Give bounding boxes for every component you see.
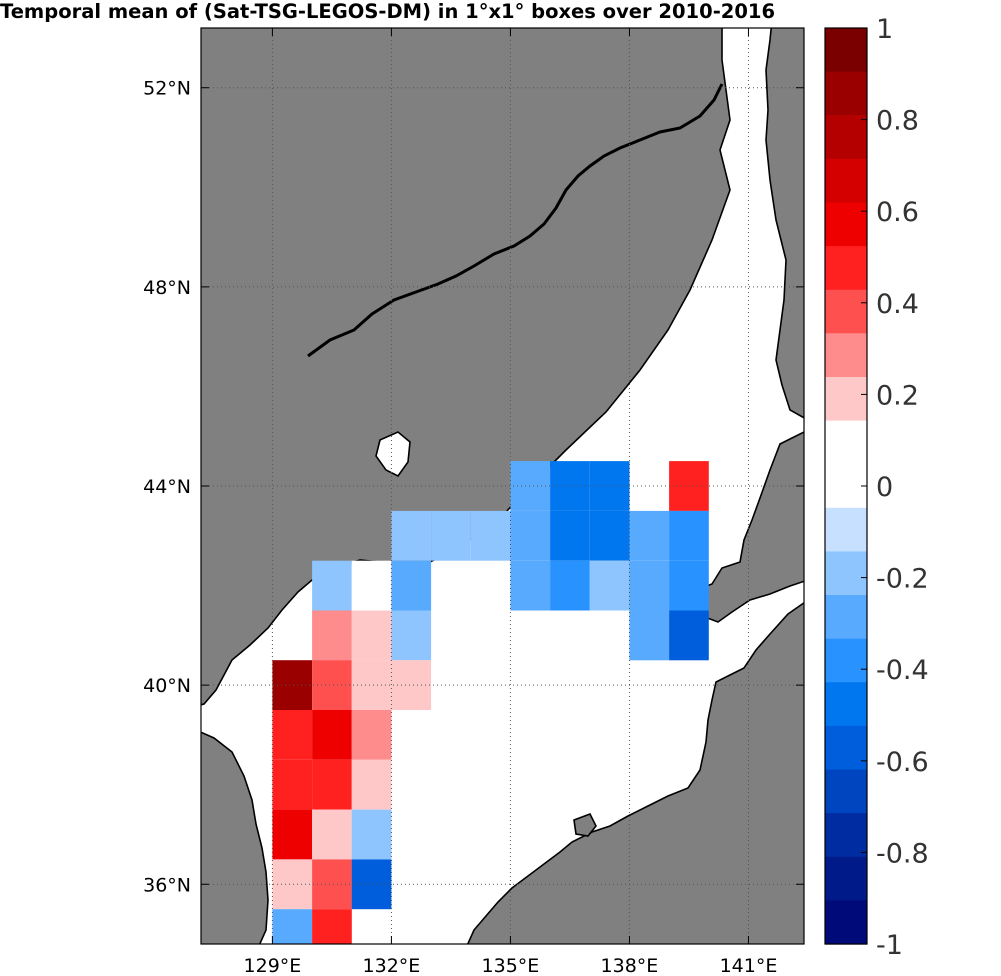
colorbar-swatch bbox=[825, 333, 867, 378]
colorbar-swatch bbox=[825, 377, 867, 422]
heatmap-cell bbox=[669, 461, 709, 511]
heatmap-cell bbox=[351, 759, 392, 810]
land-sado bbox=[573, 812, 597, 837]
y-tick-label: 36°N bbox=[143, 874, 191, 896]
colorbar-tick-label: 0.8 bbox=[876, 106, 919, 137]
y-tick-label: 40°N bbox=[143, 675, 191, 697]
heatmap-cell bbox=[351, 560, 392, 611]
heatmap-cell bbox=[510, 461, 551, 511]
land-honshu bbox=[466, 601, 804, 944]
colorbar-swatch bbox=[825, 900, 867, 945]
heatmap-cell bbox=[669, 560, 709, 611]
heatmap-cell bbox=[589, 560, 630, 611]
heatmap-cell bbox=[272, 809, 313, 860]
heatmap-cell bbox=[272, 759, 313, 810]
colorbar-tick-label: -0.6 bbox=[876, 747, 929, 778]
y-tick-label: 44°N bbox=[143, 476, 191, 498]
heatmap-cell bbox=[550, 510, 590, 561]
colorbar-swatch bbox=[825, 246, 867, 291]
heatmap-cell bbox=[272, 660, 313, 710]
colorbar-tick-label: -0.4 bbox=[876, 655, 929, 686]
heatmap-cell bbox=[391, 660, 432, 710]
x-tick-label: 132°E bbox=[363, 955, 421, 976]
x-tick-label: 138°E bbox=[601, 955, 659, 976]
colorbar-tick-label: 0.4 bbox=[876, 289, 919, 320]
heatmap-cell bbox=[510, 510, 551, 561]
heatmap-cell bbox=[312, 710, 352, 760]
heatmap-cell bbox=[550, 560, 590, 611]
heatmap-cell bbox=[629, 510, 670, 561]
heatmap-cell bbox=[312, 560, 352, 611]
heatmap-cell bbox=[629, 610, 670, 661]
colorbar: 1 0.8 0.6 0.4 0.2 0 -0.2 -0.4 -0.6 -0.8 -1 bbox=[824, 14, 929, 961]
latitude-axis: 36°N 40°N 44°N 48°N 52°N bbox=[143, 78, 804, 896]
colorbar-tick-label: -0.2 bbox=[876, 564, 929, 595]
x-tick-label: 129°E bbox=[244, 955, 302, 976]
heatmap-cell bbox=[629, 560, 670, 611]
heatmap-cell bbox=[312, 809, 352, 860]
colorbar-swatch bbox=[825, 725, 867, 771]
lake-khanka bbox=[375, 431, 411, 478]
colorbar-tick-label: 0.6 bbox=[876, 197, 919, 228]
colorbar-swatch bbox=[825, 202, 867, 247]
colorbar-swatch bbox=[825, 71, 867, 116]
colorbar-swatch bbox=[825, 638, 867, 683]
heatmap-cell bbox=[669, 610, 709, 661]
heatmap-cell bbox=[272, 859, 313, 910]
heatmap-cell bbox=[510, 560, 551, 611]
heatmap-cell bbox=[312, 759, 352, 810]
colorbar-swatch bbox=[825, 115, 867, 160]
colorbar-tick-label: -0.8 bbox=[876, 838, 929, 869]
map-grid bbox=[201, 28, 804, 944]
heatmap-cell bbox=[391, 510, 432, 561]
colorbar-tick-label: -1 bbox=[876, 930, 903, 961]
y-tick-label: 52°N bbox=[143, 78, 191, 100]
colorbar-swatch bbox=[825, 289, 867, 334]
chart-title: Temporal mean of (Sat-TSG-LEGOS-DM) in 1… bbox=[0, 0, 776, 23]
colorbar-swatch bbox=[825, 682, 867, 727]
land-sakhalin bbox=[765, 28, 804, 419]
colorbar-swatch bbox=[825, 856, 867, 901]
colorbar-tick-label: 0 bbox=[876, 472, 893, 503]
colorbar-swatch bbox=[825, 595, 867, 640]
heatmap-cell bbox=[391, 610, 432, 661]
colorbar-swatch bbox=[825, 420, 867, 465]
heatmap-cell bbox=[470, 510, 511, 561]
heatmap-cell bbox=[391, 560, 432, 611]
colorbar-swatch bbox=[825, 158, 867, 204]
heatmap-cell bbox=[312, 909, 352, 944]
heatmap-cell bbox=[351, 710, 392, 760]
land-korea bbox=[201, 731, 269, 944]
y-tick-label: 48°N bbox=[143, 277, 191, 299]
colorbar-swatch bbox=[825, 28, 867, 73]
heatmap-cell bbox=[351, 809, 392, 860]
land-layer bbox=[201, 28, 804, 944]
heatmap-cell bbox=[589, 510, 630, 561]
colorbar-swatch bbox=[825, 551, 867, 596]
heatmap-cell bbox=[431, 510, 471, 561]
x-tick-label: 135°E bbox=[482, 955, 540, 976]
colorbar-swatch bbox=[825, 507, 867, 552]
colorbar-tick-label: 0.2 bbox=[876, 380, 919, 411]
colorbar-swatch bbox=[825, 464, 867, 509]
heatmap-cell bbox=[272, 909, 313, 944]
heatmap-cell bbox=[272, 710, 313, 760]
longitude-axis: 129°E 132°E 135°E 138°E 141°E bbox=[244, 28, 778, 976]
colorbar-tick-label: 1 bbox=[876, 14, 893, 45]
heatmap-cell bbox=[351, 859, 392, 910]
heatmap-cell bbox=[669, 510, 709, 561]
colorbar-swatch bbox=[825, 769, 867, 814]
heatmap-cell bbox=[312, 610, 352, 661]
river-amur bbox=[307, 83, 724, 358]
colorbar-swatch bbox=[825, 813, 867, 858]
heatmap-cell bbox=[351, 660, 392, 710]
x-tick-label: 141°E bbox=[720, 955, 778, 976]
heatmap-cell bbox=[351, 610, 392, 661]
